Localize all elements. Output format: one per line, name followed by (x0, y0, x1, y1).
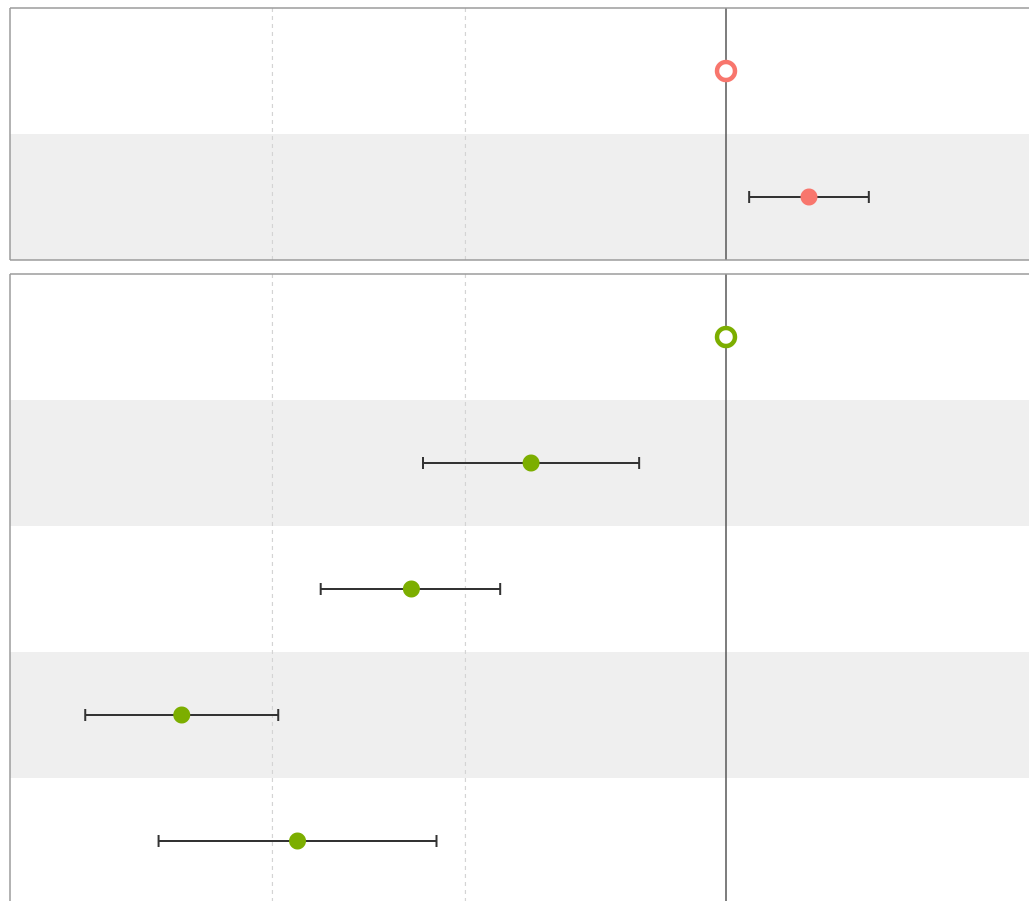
row-band (10, 526, 1029, 652)
row-band (10, 274, 1029, 400)
row-band (10, 8, 1029, 134)
estimate-point (800, 188, 818, 206)
reference-point (714, 325, 738, 349)
row-band (10, 134, 1029, 260)
estimate-point (173, 706, 191, 724)
estimate-point (522, 454, 540, 472)
estimate-point (402, 580, 420, 598)
reference-point (714, 59, 738, 83)
estimate-point (289, 832, 307, 850)
row-band (10, 778, 1029, 901)
